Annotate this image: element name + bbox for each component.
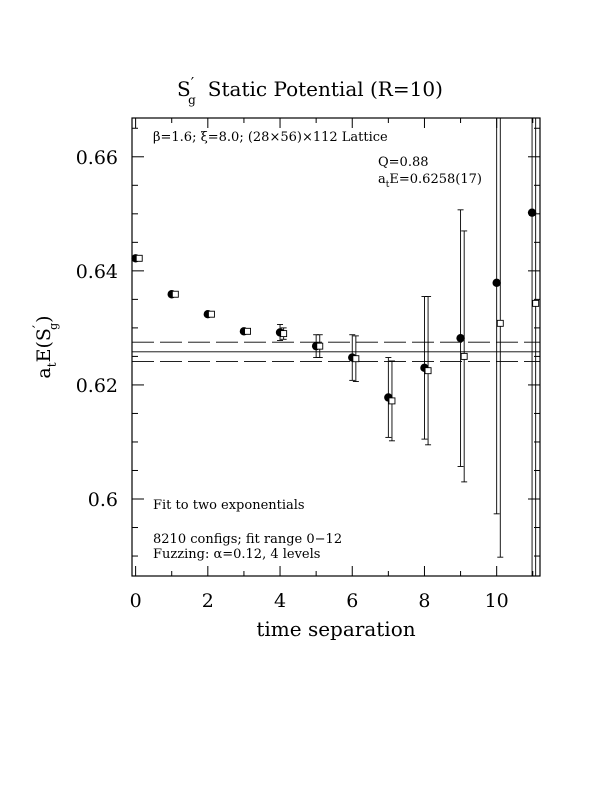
y-tick-label: 0.62 xyxy=(76,375,118,397)
data-point-circle xyxy=(492,278,501,288)
annotation-method: Fit to two exponentials xyxy=(153,498,305,513)
x-tick-label: 6 xyxy=(346,590,358,612)
data-marks xyxy=(131,118,540,576)
data-point-square xyxy=(316,342,324,350)
data-point-square xyxy=(460,352,468,360)
y-tick-label: 0.6 xyxy=(88,489,118,511)
title-rest: Static Potential (R=10) xyxy=(208,77,443,101)
data-point-square xyxy=(171,290,179,298)
title-main: S xyxy=(177,77,191,101)
x-axis-label: time separation xyxy=(256,617,415,641)
y-tick-label: 0.64 xyxy=(76,261,118,283)
y-axis-label: atE(S′g) xyxy=(31,315,60,378)
data-point-square xyxy=(207,310,215,318)
data-point-square xyxy=(244,327,251,335)
x-tick-label: 10 xyxy=(485,590,509,612)
annotation-q: Q=0.88 xyxy=(378,155,429,170)
data-point-circle xyxy=(456,333,465,343)
x-tick-label: 8 xyxy=(418,590,430,612)
title-prime: ′ xyxy=(191,74,195,92)
fit-lines xyxy=(132,341,540,362)
data-point-square xyxy=(135,254,143,262)
x-tick-label: 2 xyxy=(202,590,214,612)
plot-frame xyxy=(131,117,541,577)
annotation-lattice: β=1.6; ξ=8.0; (28×56)×112 Lattice xyxy=(153,130,388,145)
data-point-square xyxy=(352,355,360,363)
ticks: 0 2 4 6 8 10 0.6 0.62 0.64 0.66 xyxy=(76,118,540,612)
annotation-configs: 8210 configs; fit range 0−12 xyxy=(153,532,342,547)
annotation-fit: atE=0.6258(17) xyxy=(378,172,482,190)
data-point-square xyxy=(280,330,288,338)
data-point-circle xyxy=(527,208,537,217)
title-sub: g xyxy=(188,93,196,107)
data-point-square xyxy=(424,367,432,375)
chart-title: S′ g Static Potential (R=10) xyxy=(177,74,443,107)
y-tick-label: 0.66 xyxy=(76,147,118,169)
svg-text:atE(S′g): atE(S′g) xyxy=(31,315,60,378)
x-tick-label: 0 xyxy=(130,590,142,612)
data-point-square xyxy=(388,397,396,405)
data-point-square xyxy=(532,299,540,307)
x-tick-label: 4 xyxy=(274,590,286,612)
data-point-square xyxy=(496,319,504,327)
annotation-fuzzing: Fuzzing: α=0.12, 4 levels xyxy=(153,547,320,562)
